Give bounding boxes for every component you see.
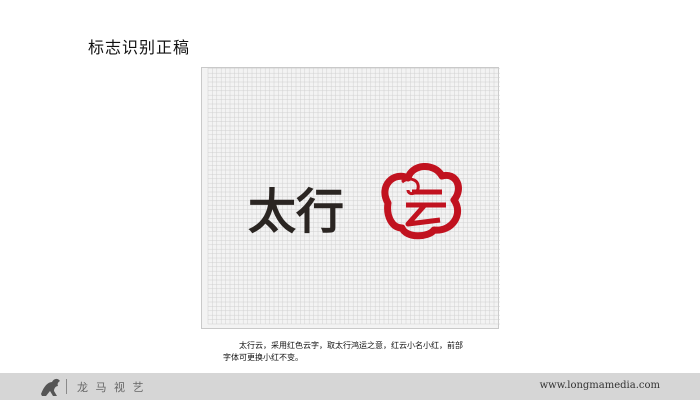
logo-wordmark: 太行 [248, 184, 344, 240]
footer-divider [66, 379, 67, 394]
footer-brand-name: 龙 马 视 艺 [77, 381, 146, 394]
grid-lines [207, 68, 500, 325]
logo-grid-svg: 太行 云 [202, 68, 500, 325]
logo-grid-sheet: 太行 云 [201, 67, 500, 329]
caption-line-1: 太行云，采用红色云字，取太行鸿运之意，红云小名小红，前部 [239, 341, 463, 350]
footer-bar: 龙 马 视 艺 www.longmamedia.com [0, 373, 700, 400]
caption-line-2: 字体可更换小红不变。 [223, 353, 303, 362]
cloud-symbol: 云 [202, 68, 462, 240]
footer-website-link[interactable]: www.longmamedia.com [539, 380, 660, 391]
horse-icon [41, 378, 60, 396]
logo-caption: 太行云，采用红色云字，取太行鸿运之意，红云小名小红，前部 字体可更换小红不变。 [223, 340, 493, 364]
logo-wordmark-text: 太行 [248, 184, 344, 240]
cloud-symbol-char: 云 [202, 68, 203, 69]
page-title: 标志识别正稿 [88, 38, 191, 57]
